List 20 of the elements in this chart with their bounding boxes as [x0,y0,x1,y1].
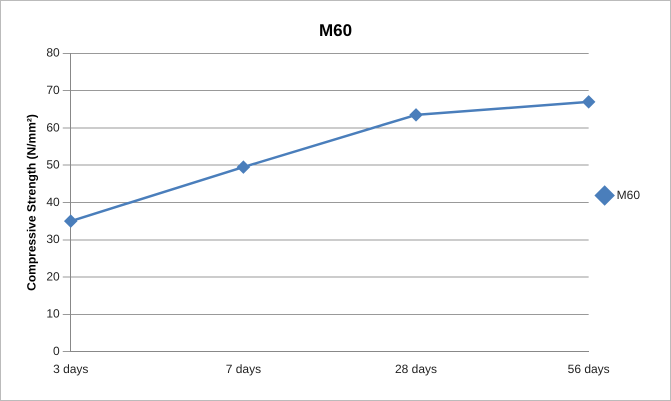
y-axis-title: Compressive Strength (N/mm²) [24,114,39,291]
point [237,160,250,174]
x-tick-label: 56 days [568,362,610,376]
y-tick-label: 10 [46,306,60,321]
point [410,108,422,122]
x-tick-label: 3 days [53,362,88,376]
y-tick-label: 40 [46,194,60,209]
point [64,214,77,228]
y-tick-label: 60 [46,120,60,134]
point [582,96,595,108]
y-tick-label: 30 [46,232,60,246]
x-tick-label: 28 days [395,362,438,376]
y-tick-label: 50 [46,158,60,172]
y-tick-label: 70 [46,82,60,97]
y-tick-label: 0 [53,344,60,358]
x-tick-label: 7 days [226,362,262,376]
chart-title: M60 [318,20,352,40]
legend-label: M60 [616,188,640,202]
y-tick-label: 20 [46,269,60,284]
y-tick-label: 80 [46,46,60,60]
